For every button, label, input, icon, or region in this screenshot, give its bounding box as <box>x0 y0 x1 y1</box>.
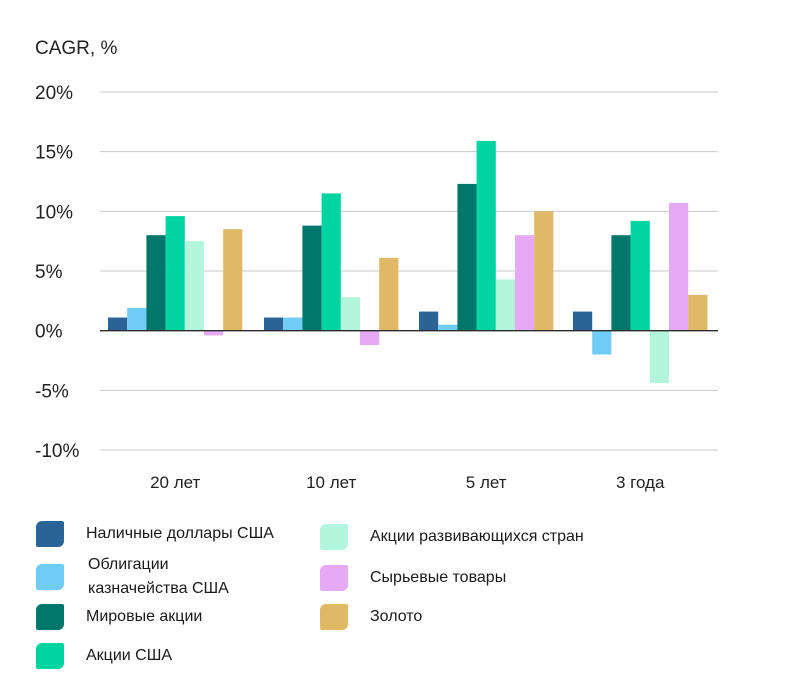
bars <box>108 140 708 384</box>
x-category-label: 20 лет <box>150 473 200 492</box>
y-tick-label: -5% <box>35 381 69 402</box>
bar <box>165 216 185 331</box>
bar <box>379 257 399 331</box>
bar <box>223 229 243 331</box>
bar <box>360 330 380 345</box>
y-tick-labels: 20% 15% 10% 5% 0% -5% -10% <box>35 83 79 462</box>
bar <box>573 311 593 331</box>
bar <box>495 279 515 331</box>
bar <box>592 330 612 355</box>
bar <box>264 317 284 331</box>
x-category-label: 3 года <box>616 473 665 492</box>
bar <box>127 307 147 331</box>
bar <box>419 311 439 331</box>
bar <box>649 330 669 384</box>
bar <box>283 317 303 331</box>
bar <box>457 183 477 331</box>
x-category-label: 10 лет <box>306 473 356 492</box>
y-tick-label: -10% <box>35 441 79 462</box>
bar <box>611 235 631 331</box>
y-tick-label: 5% <box>35 262 63 283</box>
bar <box>688 294 708 331</box>
y-tick-label: 10% <box>35 202 73 223</box>
y-tick-label: 15% <box>35 143 73 164</box>
bar <box>630 220 650 331</box>
bar <box>534 211 554 331</box>
category-labels: 20 лет 10 лет 5 лет 3 года <box>150 473 665 492</box>
bar <box>204 330 224 336</box>
bar <box>146 235 166 331</box>
bar <box>108 317 128 331</box>
bar <box>321 193 341 331</box>
bar <box>438 324 458 331</box>
bar <box>476 140 496 331</box>
y-tick-label: 0% <box>35 322 63 343</box>
bar <box>515 235 535 331</box>
bar <box>184 241 204 331</box>
x-category-label: 5 лет <box>466 473 507 492</box>
bar <box>302 225 322 331</box>
bar <box>669 202 689 331</box>
y-axis-label: CAGR, % <box>35 38 117 59</box>
bar <box>340 297 360 331</box>
y-tick-label: 20% <box>35 83 73 104</box>
